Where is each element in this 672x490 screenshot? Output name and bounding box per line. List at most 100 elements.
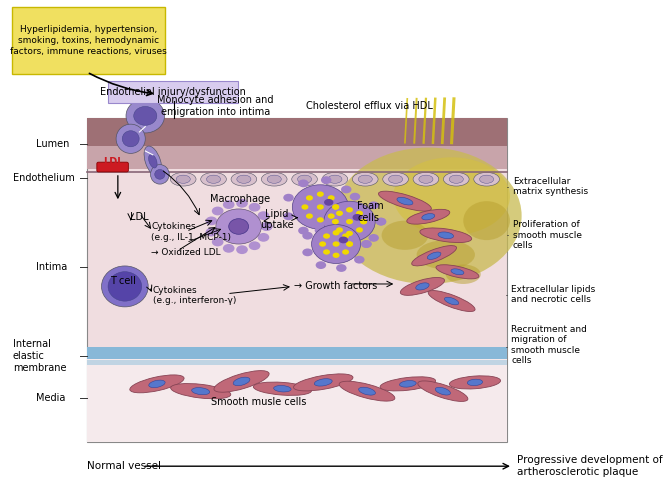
Text: LDL: LDL [130, 212, 148, 222]
Ellipse shape [261, 222, 272, 231]
Ellipse shape [419, 175, 433, 183]
Ellipse shape [333, 242, 339, 246]
Ellipse shape [329, 196, 339, 203]
Text: Smooth musle cells: Smooth musle cells [212, 397, 306, 407]
Ellipse shape [151, 165, 169, 184]
Ellipse shape [349, 193, 360, 200]
Ellipse shape [328, 214, 335, 219]
Ellipse shape [401, 277, 444, 295]
Ellipse shape [231, 172, 257, 186]
Ellipse shape [257, 211, 269, 220]
Ellipse shape [116, 124, 145, 153]
Ellipse shape [332, 204, 339, 210]
Ellipse shape [361, 240, 372, 248]
Ellipse shape [420, 228, 472, 243]
Ellipse shape [257, 233, 269, 242]
Text: Endothelial injury/dysfunction: Endothelial injury/dysfunction [100, 87, 246, 97]
Ellipse shape [383, 172, 409, 186]
Ellipse shape [341, 220, 351, 228]
Ellipse shape [236, 245, 248, 254]
Text: Hyperlipidemia, hypertension,
smoking, toxins, hemodynamic
factors, immune react: Hyperlipidemia, hypertension, smoking, t… [10, 25, 167, 56]
Text: Macrophage: Macrophage [210, 194, 270, 204]
Ellipse shape [444, 297, 459, 305]
Ellipse shape [451, 269, 464, 275]
Text: → Growth factors: → Growth factors [294, 281, 377, 292]
Ellipse shape [126, 99, 165, 133]
Ellipse shape [267, 175, 282, 183]
Ellipse shape [463, 201, 510, 240]
Ellipse shape [149, 380, 165, 388]
Text: Intima: Intima [36, 262, 67, 272]
Ellipse shape [427, 252, 441, 259]
Ellipse shape [342, 233, 349, 239]
Ellipse shape [349, 203, 360, 211]
Text: Internal
elastic
membrane: Internal elastic membrane [13, 340, 67, 373]
Bar [87, 118, 507, 442]
Ellipse shape [336, 211, 343, 216]
Bar [87, 147, 507, 170]
Ellipse shape [474, 172, 499, 186]
Ellipse shape [480, 175, 494, 183]
Ellipse shape [346, 207, 353, 213]
Ellipse shape [380, 377, 435, 391]
Ellipse shape [336, 264, 347, 272]
Ellipse shape [361, 240, 372, 248]
Ellipse shape [223, 200, 235, 209]
Ellipse shape [328, 195, 335, 200]
Ellipse shape [212, 238, 224, 246]
Ellipse shape [122, 131, 139, 147]
Ellipse shape [237, 175, 251, 183]
Ellipse shape [349, 203, 360, 211]
Ellipse shape [346, 242, 353, 246]
Text: → Oxidized LDL: → Oxidized LDL [151, 248, 220, 257]
Ellipse shape [312, 224, 361, 264]
Ellipse shape [346, 231, 353, 236]
Ellipse shape [322, 172, 347, 186]
Ellipse shape [216, 209, 261, 244]
Ellipse shape [314, 379, 332, 386]
Ellipse shape [342, 249, 349, 255]
Ellipse shape [422, 214, 435, 220]
Ellipse shape [206, 228, 217, 237]
Text: T cell: T cell [110, 275, 136, 286]
Ellipse shape [249, 203, 260, 212]
Ellipse shape [302, 232, 313, 240]
Ellipse shape [214, 370, 269, 392]
Ellipse shape [335, 147, 521, 284]
Text: Media: Media [36, 393, 66, 403]
Ellipse shape [316, 261, 326, 269]
Ellipse shape [368, 234, 379, 242]
Text: Cholesterol efflux via HDL: Cholesterol efflux via HDL [306, 101, 433, 111]
Ellipse shape [356, 211, 363, 216]
Ellipse shape [378, 191, 431, 211]
Ellipse shape [302, 204, 308, 210]
Bar [87, 347, 507, 360]
Ellipse shape [319, 242, 326, 246]
Ellipse shape [316, 219, 326, 227]
Text: Endothelium: Endothelium [13, 173, 75, 183]
Ellipse shape [134, 106, 157, 125]
Ellipse shape [206, 217, 217, 225]
Ellipse shape [446, 265, 480, 284]
Ellipse shape [314, 226, 325, 234]
Ellipse shape [388, 175, 403, 183]
Ellipse shape [407, 209, 450, 224]
Ellipse shape [329, 240, 339, 247]
Ellipse shape [341, 186, 351, 194]
Ellipse shape [360, 219, 367, 224]
Ellipse shape [317, 192, 324, 197]
Ellipse shape [324, 199, 333, 206]
Text: Lipid
uptake: Lipid uptake [260, 209, 294, 230]
Ellipse shape [130, 375, 184, 393]
Ellipse shape [261, 172, 287, 186]
Ellipse shape [292, 172, 317, 186]
Ellipse shape [359, 387, 376, 395]
Ellipse shape [144, 146, 162, 176]
Ellipse shape [101, 266, 149, 307]
Ellipse shape [171, 172, 196, 186]
Ellipse shape [416, 283, 429, 290]
Ellipse shape [349, 243, 360, 250]
Ellipse shape [428, 291, 475, 312]
Ellipse shape [354, 224, 365, 232]
Ellipse shape [284, 213, 294, 220]
